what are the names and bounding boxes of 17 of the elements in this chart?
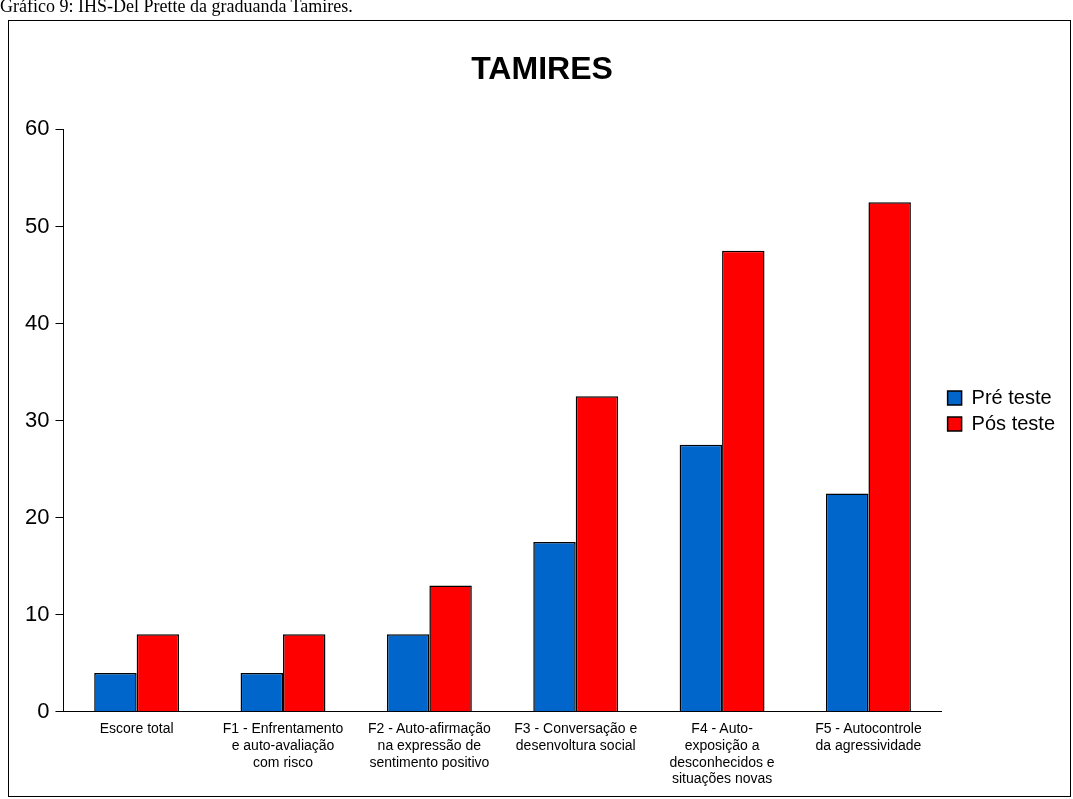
x-tick-label: F3 - Conversação e desenvoltura social [514, 720, 638, 753]
y-tick-label: 20 [24, 503, 50, 529]
y-tick-label: 40 [24, 309, 50, 335]
x-tick-label: F5 - Autocontrole da agressividade [815, 720, 922, 753]
x-tick-label: F1 - Enfrentamento e auto-avaliação com risco [222, 720, 344, 770]
y-tick-label: 50 [24, 212, 50, 238]
y-tick-label: 30 [24, 406, 50, 432]
y-tick-label: 10 [24, 600, 50, 626]
x-tick-label: Escore total [99, 720, 174, 737]
y-tick-label: 0 [37, 697, 50, 723]
legend-label: Pós teste [971, 411, 1056, 434]
x-tick-label: F4 - Auto-exposição a desconhecidos e situações novas [669, 720, 775, 787]
text: Gráfico 9: IHS-Del Prette da graduanda Tamires. [0, 0, 353, 17]
chart-title: TAMIRES [471, 50, 613, 87]
legend-label: Pré teste [971, 385, 1052, 408]
x-tick-label: F2 - Auto-afirmação na expressão de sentimento positivo [367, 720, 492, 770]
y-tick-label: 60 [24, 115, 50, 141]
